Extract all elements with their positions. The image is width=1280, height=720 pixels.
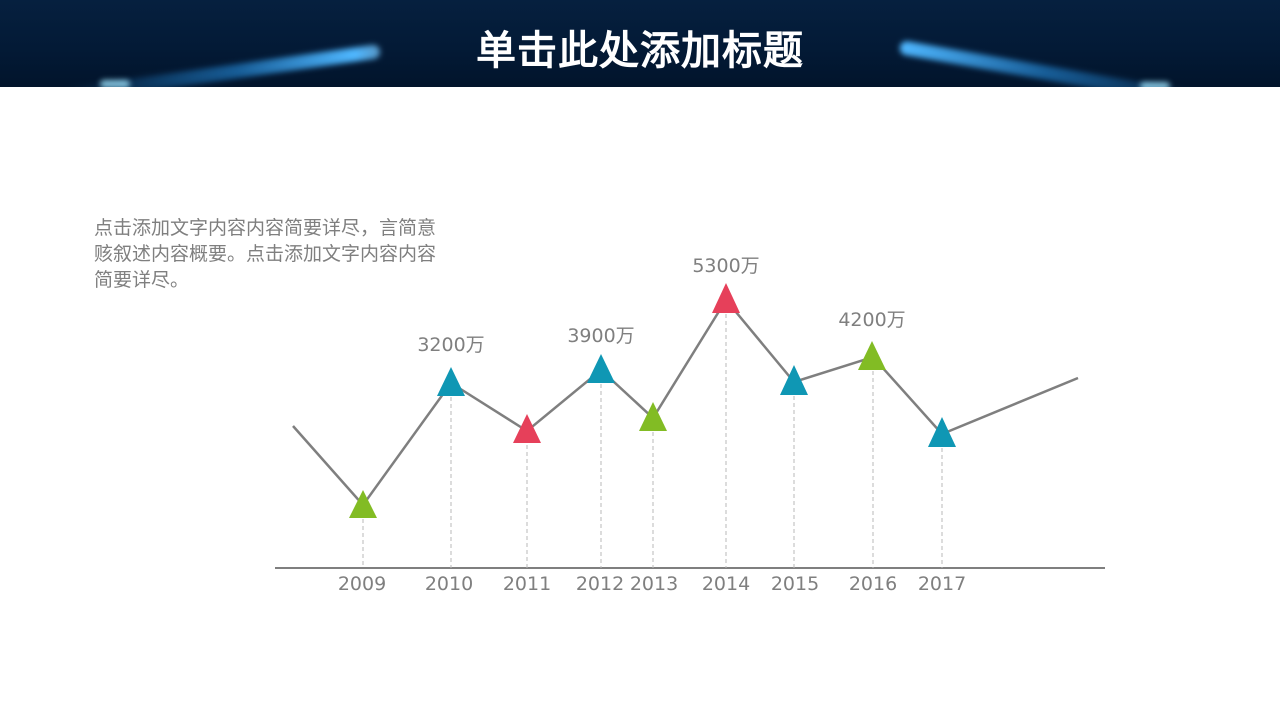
marker-2017[interactable] <box>928 417 956 447</box>
x-tick-2009: 2009 <box>337 573 387 595</box>
value-label-2016: 4200万 <box>838 309 906 331</box>
description-text[interactable]: 点击添加文字内容内容简要详尽，言简意赅叙述内容概要。点击添加文字内容内容简要详尽… <box>94 217 437 291</box>
x-tick-2012: 2012 <box>575 573 625 595</box>
marker-2009[interactable] <box>349 490 377 518</box>
value-label-2012: 3900万 <box>567 325 635 347</box>
x-tick-2011: 2011 <box>502 573 552 595</box>
x-tick-2016: 2016 <box>848 573 898 595</box>
marker-2015[interactable] <box>780 365 808 395</box>
x-tick-2014: 2014 <box>701 573 751 595</box>
page-title[interactable]: 单击此处添加标题 <box>476 28 804 74</box>
marker-2011[interactable] <box>513 414 541 443</box>
x-tick-2017: 2017 <box>917 573 967 595</box>
marker-2013[interactable] <box>639 402 667 431</box>
marker-2010[interactable] <box>437 367 465 396</box>
marker-2014[interactable] <box>712 283 740 313</box>
title-banner: 单击此处添加标题 <box>0 0 1280 87</box>
glow-dot <box>100 80 130 87</box>
x-tick-2013: 2013 <box>629 573 679 595</box>
trend-line <box>292 297 1079 507</box>
marker-2012[interactable] <box>587 354 615 383</box>
value-label-2014: 5300万 <box>692 255 760 277</box>
x-tick-2015: 2015 <box>770 573 820 595</box>
marker-2016[interactable] <box>858 341 886 370</box>
value-label-2010: 3200万 <box>417 334 485 356</box>
x-tick-2010: 2010 <box>424 573 474 595</box>
glow-dot <box>1140 82 1170 87</box>
